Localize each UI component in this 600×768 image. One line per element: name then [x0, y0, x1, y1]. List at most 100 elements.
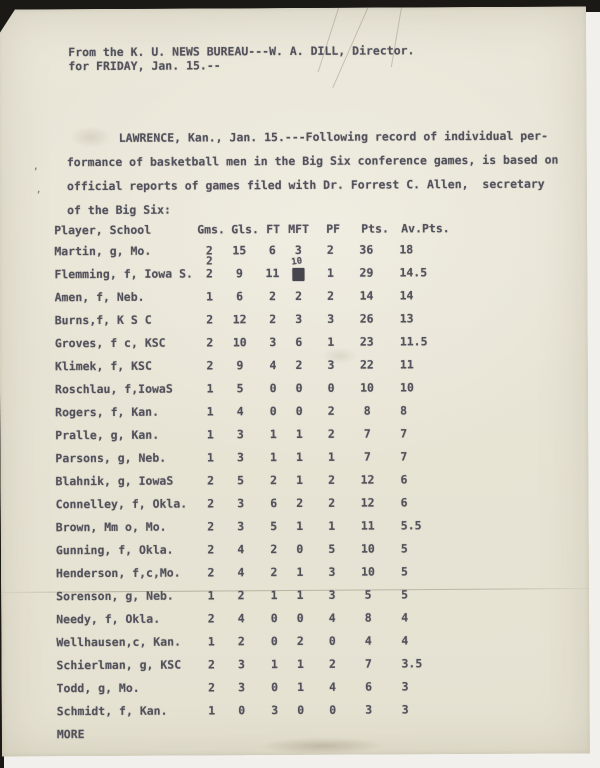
table-row: Henderson, f,c,Mo. 2 4 2 1 3 10 5: [1, 563, 589, 589]
cell-ft: 2: [269, 289, 277, 304]
cell-pf: 0: [327, 380, 335, 395]
cell-gms: 1: [206, 450, 214, 465]
cell-ft: 11: [265, 266, 280, 281]
cell-avpts: 8: [400, 403, 408, 418]
table-row: Blahnik, g, IowaS 2 5 2 1 2 12 6: [0, 471, 588, 497]
cell-gls: 3: [238, 680, 246, 695]
cell-mft: 2: [296, 633, 304, 648]
cell-pf: 3: [328, 587, 336, 602]
cell-gms: 2: [206, 312, 214, 327]
cell-mft: 1: [296, 564, 304, 579]
cell-ft: 2: [270, 565, 278, 580]
table-row: Brown, Mm o, Mo. 2 3 5 1 1 11 5.5: [1, 517, 589, 543]
cell-gls: 9: [235, 266, 243, 281]
cell-avpts: 4: [401, 610, 409, 625]
cell-gls: 2: [237, 634, 245, 649]
cell-pts: 8: [363, 403, 371, 418]
cell-avpts: 11.5: [399, 334, 428, 349]
table-row: Burns,f, K S C 2 12 2 3 3 26 13: [0, 310, 588, 336]
cell-player: Brown, Mm o, Mo.: [55, 519, 167, 535]
body-paragraph-line: LAWRENCE, Kan., Jan. 15.---Following rec…: [118, 128, 549, 145]
cell-pts: 29: [359, 265, 374, 280]
cell-avpts: 3.5: [401, 656, 423, 671]
column-header-player: Player, School: [54, 222, 152, 238]
cell-gms: 2: [206, 358, 214, 373]
cell-gms: 2: [205, 266, 213, 281]
cell-avpts: 5: [400, 564, 408, 579]
cell-avpts: 7: [400, 426, 408, 441]
column-header-pf: PF: [326, 221, 341, 236]
paper-speck: ,: [35, 185, 42, 196]
cell-player: Needy, f, Okla.: [56, 611, 161, 627]
cell-gls: 6: [236, 289, 244, 304]
cell-gls: 5: [236, 381, 244, 396]
cell-pf: 2: [327, 403, 335, 418]
column-header-avg-pts: Av.Pts.: [401, 221, 450, 236]
paper-scratch: [318, 5, 340, 72]
cell-mft: 0: [296, 610, 304, 625]
cell-mft: 1: [296, 656, 304, 671]
overstruck-value-blot: [292, 268, 304, 281]
cell-pts: 11: [360, 518, 375, 533]
cell-gls: 2: [237, 588, 245, 603]
body-paragraph-line: formance of basketball men in the Big Si…: [66, 152, 559, 170]
body-paragraph-line: of the Big Six:: [67, 202, 171, 218]
cell-gls: 10: [232, 335, 247, 350]
cell-ft: 1: [270, 588, 278, 603]
cell-ft: 0: [269, 381, 277, 396]
cell-ft: 2: [270, 473, 278, 488]
table-row: Roschlau, f,IowaS 1 5 0 0 0 10 10: [0, 379, 588, 405]
table-row: Rogers, f, Kan. 1 4 0 0 2 8 8: [0, 402, 588, 428]
cell-ft: 2: [269, 312, 277, 327]
cell-gms: 2: [207, 473, 215, 488]
column-header-goals: Gls.: [231, 222, 259, 237]
column-header-pts: Pts.: [361, 221, 389, 236]
cell-pts: 14: [359, 288, 374, 303]
cell-mft: 1: [296, 587, 304, 602]
cell-ft: 6: [270, 496, 278, 511]
cell-pts: 10: [360, 380, 374, 395]
cell-player: Schmidt, f, Kan.: [56, 703, 168, 719]
cell-player: Henderson, f,c,Mo.: [55, 565, 181, 581]
cell-player: Flemming, f, Iowa S.: [54, 266, 193, 282]
table-row: Groves, f c, KSC 2 10 3 6 1 23 11.5: [0, 333, 588, 359]
table-row: Connelley, f, Okla. 2 3 6 2 2 12 6: [1, 494, 589, 520]
cell-avpts: 3: [401, 679, 409, 694]
cell-mft: 0: [297, 702, 305, 717]
cell-gms: 2: [207, 657, 215, 672]
cell-pf: 4: [328, 610, 336, 625]
cell-gls: 4: [237, 542, 245, 557]
cell-gms: 1: [208, 703, 216, 718]
cell-mft: 2: [295, 288, 303, 303]
cell-player: Amen, f, Neb.: [54, 289, 145, 305]
cell-gms: 2: [207, 542, 215, 557]
cell-pts: 26: [359, 311, 374, 326]
column-header-ft: FT: [266, 222, 281, 237]
cell-pts: 10: [360, 541, 375, 556]
cell-avpts: 5: [401, 587, 409, 602]
cell-gls: 3: [236, 450, 244, 465]
cell-pts: 10: [361, 564, 375, 579]
cell-pf: 2: [327, 288, 335, 303]
cell-pts: 8: [364, 610, 372, 625]
table-row: Amen, f, Neb. 1 6 2 2 2 14 14: [0, 287, 588, 313]
cell-pts: 7: [363, 426, 371, 441]
cell-avpts: 3: [401, 702, 409, 717]
cell-pf: 2: [328, 495, 336, 510]
cell-avpts: 14: [399, 288, 414, 303]
cell-ft: 0: [269, 404, 277, 419]
cell-pf: 1: [327, 334, 335, 349]
cell-ft: 4: [269, 358, 277, 373]
cell-gls: 3: [237, 496, 245, 511]
cell-gms: 1: [207, 634, 215, 649]
cell-mft: 0: [296, 541, 304, 556]
more-footer: MORE: [56, 727, 85, 742]
paper-scratch: [391, 4, 403, 67]
cell-player: Blahnik, g, IowaS: [55, 473, 174, 489]
cell-gls: 0: [238, 703, 246, 718]
table-row: Parsons, g, Neb. 1 3 1 1 1 7 7: [0, 448, 588, 474]
cell-pts: 12: [360, 472, 375, 487]
column-header-games: Gms.: [197, 222, 225, 237]
body-paragraph-line: official reports of games filed with Dr.…: [66, 176, 545, 194]
cell-gls: 5: [237, 473, 245, 488]
